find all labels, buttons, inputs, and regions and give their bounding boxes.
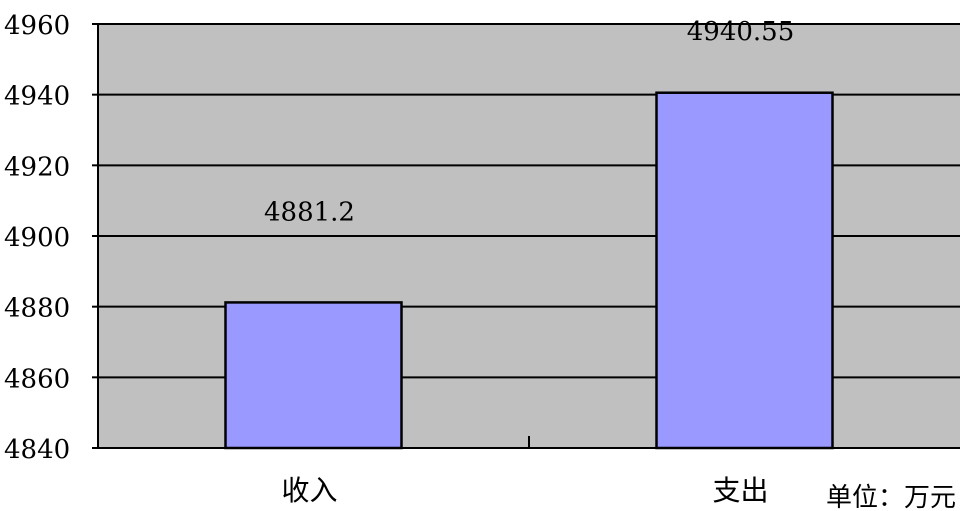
y-tick-label: 4860 <box>4 364 70 394</box>
data-label: 4881.2 <box>264 197 355 227</box>
unit-note: 单位：万元 <box>826 483 956 511</box>
category-label: 支出 <box>712 474 768 507</box>
category-label: 收入 <box>281 474 337 507</box>
y-tick-label: 4900 <box>4 223 70 253</box>
data-label: 4940.55 <box>687 17 795 47</box>
y-tick-label: 4840 <box>4 435 70 465</box>
bar-0 <box>224 301 403 450</box>
y-tick-label: 4920 <box>4 152 70 182</box>
axes <box>92 23 960 449</box>
y-tick-label: 4940 <box>4 82 70 112</box>
y-tick-labels: 4840 4860 4880 4900 4920 4940 4960 <box>4 11 70 465</box>
bars <box>224 91 834 450</box>
bar-1 <box>655 91 834 450</box>
y-tick-label: 4880 <box>4 294 70 324</box>
category-labels: 收入 支出 <box>281 474 768 507</box>
y-tick-label: 4960 <box>4 11 70 41</box>
data-labels: 4881.2 4940.55 <box>264 17 794 227</box>
